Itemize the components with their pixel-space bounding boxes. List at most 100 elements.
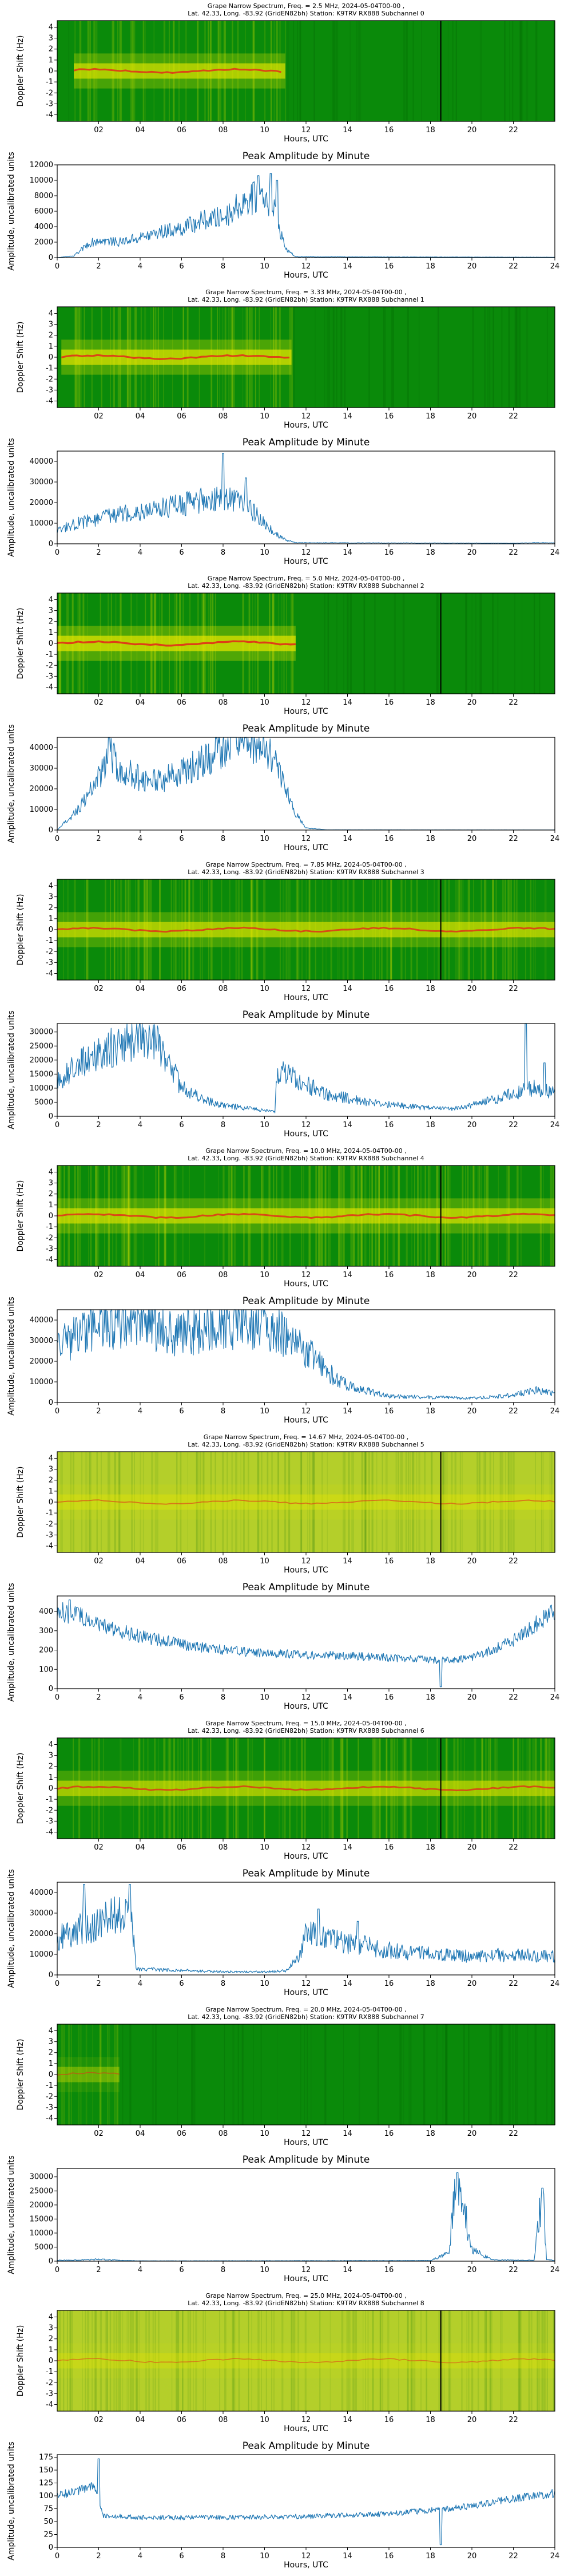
amplitude-y-tick-label: 300 [39, 1627, 53, 1635]
amplitude-x-tick-label: 16 [384, 548, 394, 557]
hour-tick-label: 18 [426, 698, 435, 707]
amplitude-x-tick-label: 2 [96, 2266, 101, 2274]
hour-tick-label: 18 [426, 985, 435, 993]
doppler-tick-label: 1 [49, 2346, 53, 2354]
doppler-tick-label: 3 [49, 1752, 53, 1760]
spectrogram-streak [518, 2310, 521, 2411]
hour-tick-label: 08 [219, 126, 228, 135]
doppler-tick-label: 3 [49, 34, 53, 43]
spectrogram-streak [550, 1452, 553, 1552]
spectrogram-streak [367, 2310, 369, 2411]
spectrogram-streak [542, 1452, 544, 1552]
hour-tick-label: 02 [94, 2416, 104, 2424]
amplitude-y-tick-label: 20000 [30, 1930, 53, 1938]
spectrogram-streak [468, 2024, 470, 2125]
hour-tick-label: 02 [94, 126, 104, 135]
spectrogram-streak [329, 2310, 331, 2411]
amplitude-x-tick-label: 4 [138, 262, 142, 271]
hour-tick-label: 22 [509, 2129, 518, 2138]
hour-tick-label: 10 [260, 2416, 269, 2424]
amplitude-x-tick-label: 12 [301, 1121, 311, 1129]
amplitude-title: Peak Amplitude by Minute [242, 1009, 370, 1021]
amplitude-x-tick-label: 20 [467, 548, 477, 557]
spectrogram-streak [393, 307, 394, 408]
amplitude-x-tick-label: 2 [96, 1980, 101, 1988]
hour-tick-label: 04 [136, 2129, 145, 2138]
spectrogram-title-line1: Grape Narrow Spectrum, Freq. = 5.0 MHz, … [207, 575, 405, 582]
amplitude-x-tick-label: 6 [179, 1121, 184, 1129]
amplitude-y-label: Amplitude, uncalibrated units [7, 1583, 16, 1702]
amplitude-y-tick-label: 20000 [30, 785, 53, 793]
doppler-tick-label: 2 [49, 1190, 53, 1199]
doppler-tick-label: 4 [49, 1740, 53, 1749]
amplitude-x-tick-label: 14 [343, 835, 352, 843]
hour-tick-label: 02 [94, 2129, 104, 2138]
amplitude-series-line [57, 1599, 555, 1688]
spectrogram-x-label: Hours, UTC [284, 1566, 328, 1575]
spectrogram-streak [210, 1452, 212, 1552]
spectrogram-title-line1: Grape Narrow Spectrum, Freq. = 2.5 MHz, … [207, 2, 405, 10]
spectrogram-streak [526, 21, 529, 121]
amplitude-x-tick-label: 22 [509, 1121, 518, 1129]
spectrogram-streak [408, 2024, 410, 2125]
spectrogram-streak [109, 2310, 112, 2411]
doppler-trace [57, 1212, 555, 1219]
amplitude-y-tick-label: 20000 [30, 1056, 53, 1065]
spectrogram-streak [107, 2024, 109, 2125]
spectrogram-streak [407, 2310, 409, 2411]
spectrogram-streak [182, 2310, 184, 2411]
spectrogram-streak [438, 2310, 439, 2411]
spectrogram-streak [145, 2310, 148, 2411]
amplitude-x-tick-label: 18 [426, 1121, 435, 1129]
amplitude-y-tick-label: 30000 [30, 1028, 53, 1037]
amplitude-x-tick-label: 0 [55, 2552, 59, 2561]
hour-tick-label: 06 [177, 2129, 186, 2138]
spectrogram-streak [285, 21, 286, 121]
spectrogram-streak [140, 1452, 141, 1552]
hour-tick-label: 12 [301, 126, 311, 135]
spectrogram-streak [82, 2310, 83, 2411]
amplitude-x-tick-label: 4 [138, 2266, 142, 2274]
amplitude-x-tick-label: 14 [343, 262, 352, 271]
doppler-tick-label: -1 [46, 937, 53, 945]
amplitude-y-tick-label: 40000 [30, 457, 53, 466]
hour-tick-label: 22 [509, 412, 518, 421]
spectrogram-streak [304, 2024, 305, 2125]
spectrogram-streak [515, 307, 518, 408]
spectrogram-streak [148, 2310, 150, 2411]
amplitude-y-tick-label: 4000 [34, 223, 53, 231]
amplitude-x-tick-label: 18 [426, 835, 435, 843]
spectrogram-streak [221, 1452, 224, 1552]
doppler-tick-label: 0 [49, 2357, 53, 2365]
spectrogram-streak [100, 2310, 102, 2411]
doppler-tick-label: 3 [49, 607, 53, 615]
amplitude-y-tick-label: 8000 [34, 192, 53, 200]
amplitude-x-tick-label: 8 [221, 548, 225, 557]
hour-tick-label: 20 [467, 2129, 477, 2138]
spectrogram-streak [219, 2310, 221, 2411]
doppler-trace [61, 354, 290, 360]
hour-tick-label: 16 [384, 985, 394, 993]
hour-tick-label: 20 [467, 2416, 477, 2424]
spectrogram-streak [538, 2310, 541, 2411]
spectrogram-streak [378, 2024, 379, 2125]
amplitude-x-label: Hours, UTC [284, 1416, 328, 1425]
amplitude-y-tick-label: 10000 [30, 1950, 53, 1959]
amplitude-plot-area [57, 451, 555, 544]
amplitude-x-tick-label: 10 [260, 1980, 269, 1988]
spectrogram-streak [129, 2024, 132, 2125]
spectrogram-streak [324, 2024, 327, 2125]
spectrogram-title-line2: Lat. 42.33, Long. -83.92 (GridEN82bh) St… [188, 10, 424, 17]
spectrogram-streak [364, 1452, 367, 1552]
doppler-tick-label: 2 [49, 1476, 53, 1485]
spectrogram-title-line2: Lat. 42.33, Long. -83.92 (GridEN82bh) St… [188, 296, 424, 303]
spectrogram-streak [334, 21, 337, 121]
hour-tick-label: 02 [94, 698, 104, 707]
hour-tick-label: 12 [301, 985, 311, 993]
subchannel-1-panel: Grape Narrow Spectrum, Freq. = 3.33 MHz,… [0, 286, 572, 572]
